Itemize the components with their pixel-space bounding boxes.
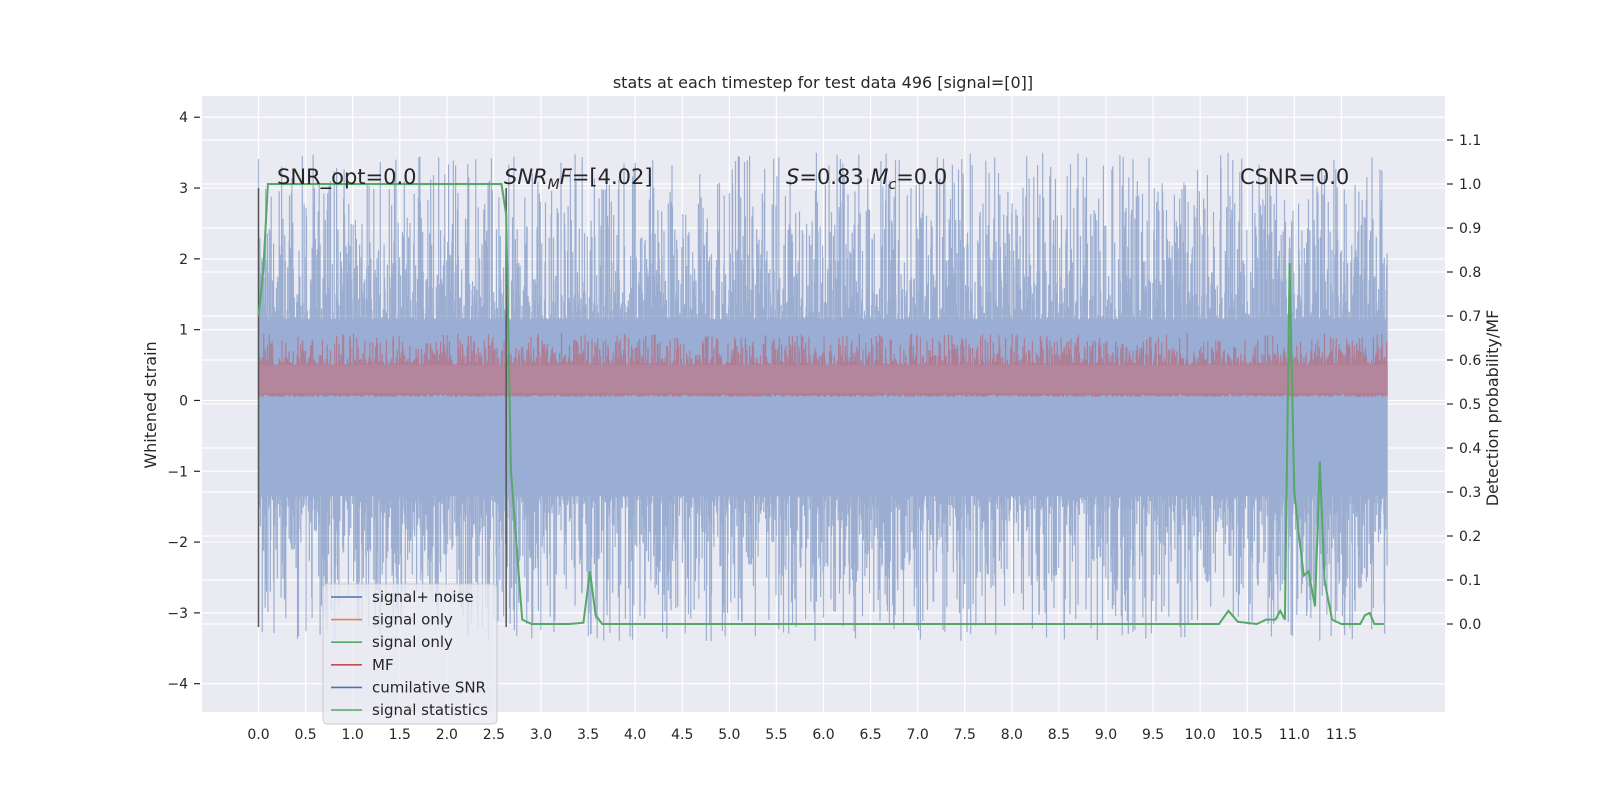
legend-label: signal statistics <box>372 701 488 719</box>
x-axis-ticks: 0.0 0.5 1.0 1.5 2.0 2.5 3.0 3.5 4.0 4.5 5.0 5.5 6.0 6… <box>247 727 1357 743</box>
y2-tick-label: 0.6 <box>1459 353 1481 369</box>
x-tick-label: 11.5 <box>1326 727 1357 743</box>
legend-label: cumilative SNR <box>372 678 486 696</box>
legend-label: signal+ noise <box>372 588 474 606</box>
x-tick-label: 0.5 <box>294 727 316 743</box>
legend: signal+ noise signal only signal only MF cum… <box>322 583 498 725</box>
y2-tick-label: 0.2 <box>1459 529 1481 545</box>
x-tick-label: 1.0 <box>342 727 364 743</box>
y2-tick-label: 0.5 <box>1459 397 1481 413</box>
x-tick-label: 10.0 <box>1185 727 1216 743</box>
annotation-snr-opt: SNR_opt=0.0 <box>277 165 417 190</box>
x-tick-label: 0.0 <box>247 727 269 743</box>
y-tick-label: 3 <box>179 181 188 197</box>
y2-tick-label: 0.9 <box>1459 221 1481 237</box>
y2-axis-ticks: 0.0 0.1 0.2 0.3 0.4 0.5 0.6 0.7 0.8 0.9 1.0 1.1 <box>1447 133 1481 633</box>
x-tick-label: 7.5 <box>954 727 976 743</box>
legend-label: signal only <box>372 611 453 629</box>
y2-tick-label: 0.1 <box>1459 573 1481 589</box>
x-tick-label: 2.0 <box>436 727 458 743</box>
y-tick-label: 1 <box>179 323 188 339</box>
y-tick-label: 4 <box>179 110 188 126</box>
y-tick-label: −4 <box>167 677 188 693</box>
y2-tick-label: 0.7 <box>1459 309 1481 325</box>
mf-series <box>257 333 1388 397</box>
y2-tick-label: 0.8 <box>1459 265 1481 281</box>
x-tick-label: 11.0 <box>1279 727 1310 743</box>
y-tick-label: −2 <box>167 535 188 551</box>
x-tick-label: 4.0 <box>624 727 646 743</box>
x-tick-label: 9.5 <box>1142 727 1164 743</box>
x-tick-label: 6.5 <box>859 727 881 743</box>
annotation-csnr: CSNR=0.0 <box>1240 165 1349 189</box>
y-axis-ticks: −4 −3 −2 −1 0 1 2 3 4 <box>167 110 200 693</box>
y2-tick-label: 1.1 <box>1459 133 1481 149</box>
x-tick-label: 10.5 <box>1232 727 1263 743</box>
legend-box <box>322 583 498 725</box>
x-tick-label: 4.5 <box>671 727 693 743</box>
y2-tick-label: 0.4 <box>1459 441 1481 457</box>
x-tick-label: 3.0 <box>530 727 552 743</box>
mf-band <box>258 365 1388 394</box>
y2-tick-label: 1.0 <box>1459 177 1481 193</box>
y-tick-label: 0 <box>179 393 188 409</box>
signal-statistics-series <box>257 183 1384 626</box>
x-tick-label: 6.0 <box>812 727 834 743</box>
y-tick-label: −1 <box>167 464 188 480</box>
legend-label: MF <box>372 656 394 674</box>
annotation-snr-mf: SNRMF=[4.02] <box>504 165 653 193</box>
y2-tick-label: 0.3 <box>1459 485 1481 501</box>
x-tick-label: 5.5 <box>765 727 787 743</box>
annotation-s-mc: S=0.83 Mc=0.0 <box>786 165 947 193</box>
x-tick-label: 5.0 <box>718 727 740 743</box>
x-tick-label: 2.5 <box>483 727 505 743</box>
y-tick-label: −3 <box>167 606 188 622</box>
x-tick-label: 8.5 <box>1048 727 1070 743</box>
chart-title: stats at each timestep for test data 496… <box>613 73 1033 92</box>
y2-tick-label: 0.0 <box>1459 617 1481 633</box>
x-tick-label: 7.0 <box>907 727 929 743</box>
y2-axis-label: Detection probability/MF <box>1483 310 1502 507</box>
y-tick-label: 2 <box>179 252 188 268</box>
x-tick-label: 1.5 <box>389 727 411 743</box>
x-tick-label: 8.0 <box>1001 727 1023 743</box>
x-tick-label: 9.0 <box>1095 727 1117 743</box>
x-tick-label: 3.5 <box>577 727 599 743</box>
legend-label: signal only <box>372 633 453 651</box>
signal-statistics-line <box>257 183 1384 626</box>
y-axis-label: Whitened strain <box>141 341 160 468</box>
